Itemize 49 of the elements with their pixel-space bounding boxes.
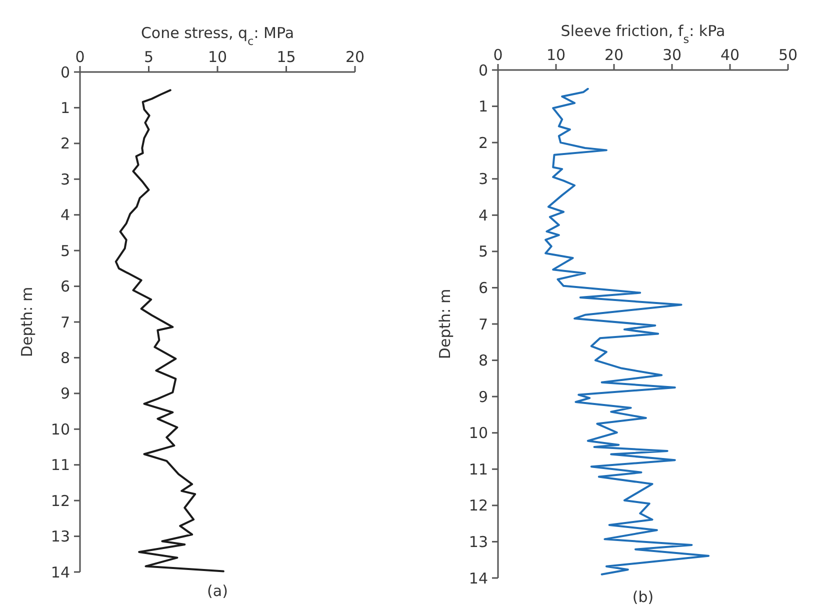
y-tick-label: 12 [50, 492, 70, 510]
x-axis-title: Sleeve friction, f$_{s}$: kPa [560, 22, 726, 46]
line-series [544, 88, 710, 576]
y-tick-label: 6 [478, 278, 488, 297]
text: (b) [632, 588, 654, 606]
x-tick-label: 30 [662, 46, 682, 64]
y-tick-label: 8 [60, 348, 70, 367]
y-tick-label: 9 [478, 388, 488, 406]
y-tick-label: 0 [478, 61, 488, 80]
y-tick-label: 7 [478, 315, 488, 334]
y-tick-label: 7 [60, 313, 70, 332]
y-tick-label: 8 [478, 352, 488, 370]
x-tick-label: 15 [276, 48, 296, 66]
x-axis-title: Cone stress, q$_{c}$: MPa [140, 24, 294, 48]
x-tick-label: 20 [345, 48, 365, 66]
y-tick-label: 3 [478, 170, 488, 188]
y-tick-label: 1 [478, 98, 488, 116]
y-tick-label: 10 [468, 424, 488, 442]
line-series [114, 89, 224, 572]
y-axis-title: Depth: m [18, 286, 36, 358]
y-tick-label: 2 [60, 134, 70, 153]
y-tick-label: 9 [60, 384, 70, 403]
y-tick-label: 11 [468, 460, 488, 478]
y-tick-label: 1 [60, 98, 70, 117]
y-axis-title: Depth: m [436, 288, 454, 360]
y-tick-label: 12 [468, 496, 488, 515]
x-tick-label: 40 [720, 46, 740, 64]
y-tick-label: 5 [478, 242, 488, 261]
y-tick-label: 13 [50, 528, 70, 546]
y-tick-label: 11 [50, 456, 70, 474]
y-tick-label: 13 [468, 532, 488, 551]
y-tick-label: 5 [60, 242, 70, 260]
y-tick-label: 4 [478, 206, 488, 224]
x-tick-label: 50 [778, 46, 798, 64]
y-tick-label: 6 [60, 278, 70, 296]
y-tick-label: 14 [50, 563, 70, 582]
x-tick-label: 0 [493, 46, 503, 64]
x-tick-label: 5 [144, 48, 154, 66]
y-tick-label: 14 [468, 569, 488, 588]
x-tick-label: 20 [604, 46, 624, 64]
x-tick-label: 10 [546, 46, 566, 64]
y-tick-label: 3 [60, 170, 70, 188]
x-tick-label: 10 [208, 48, 228, 66]
y-tick-label: 0 [60, 63, 70, 82]
y-tick-label: 2 [478, 134, 488, 152]
text: (a) [207, 582, 228, 600]
y-tick-label: 10 [50, 420, 70, 438]
x-tick-label: 0 [75, 48, 85, 66]
y-tick-label: 4 [60, 206, 70, 224]
